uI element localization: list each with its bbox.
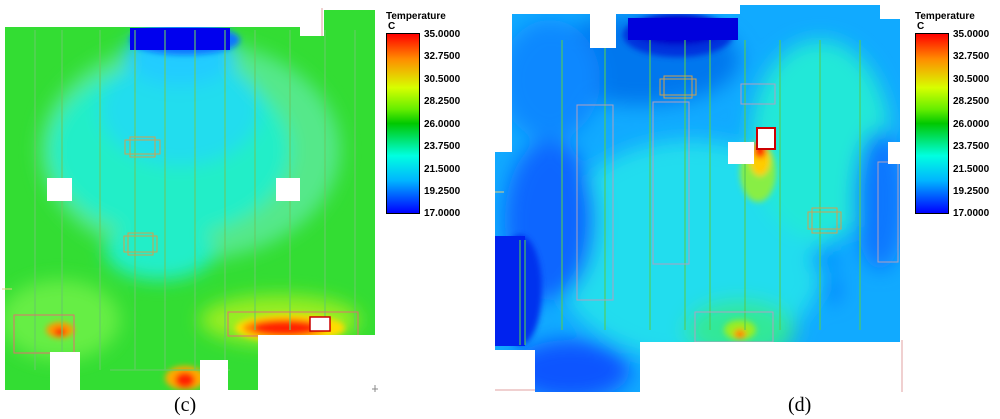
air-supply-unit-d bbox=[628, 18, 738, 40]
panel-c: Temperature C 35.0000 32.7500 30.5000 28… bbox=[0, 0, 490, 419]
floor-area-c bbox=[5, 10, 375, 390]
colorbar-c bbox=[386, 33, 420, 214]
floor-area-d bbox=[495, 5, 900, 392]
caption-c: (c) bbox=[174, 394, 197, 416]
tick-label: 28.2500 bbox=[953, 96, 990, 107]
tick-label: 30.5000 bbox=[424, 74, 461, 85]
air-supply-unit-c bbox=[130, 28, 230, 50]
tick-label: 23.7500 bbox=[424, 141, 461, 152]
tick-label: 32.7500 bbox=[424, 51, 461, 62]
tick-label: 21.5000 bbox=[424, 164, 461, 175]
temperature-contour-plot-c bbox=[2, 8, 378, 392]
legend-title-d: Temperature bbox=[915, 11, 975, 22]
tick-label: 30.5000 bbox=[953, 74, 990, 85]
tick-label: 17.0000 bbox=[424, 208, 461, 219]
tick-label: 23.7500 bbox=[953, 141, 990, 152]
tick-label: 19.2500 bbox=[424, 186, 461, 197]
legend-unit-d: C bbox=[917, 21, 925, 32]
legend-title-c: Temperature bbox=[386, 11, 446, 22]
tick-label: 17.0000 bbox=[953, 208, 990, 219]
colorbar-d bbox=[915, 33, 949, 214]
tick-label: 19.2500 bbox=[953, 186, 990, 197]
temperature-contour-plot-d bbox=[495, 5, 903, 392]
caption-d: (d) bbox=[788, 394, 812, 416]
tick-label: 26.0000 bbox=[424, 119, 461, 130]
tick-label: 35.0000 bbox=[953, 29, 990, 40]
tick-label: 21.5000 bbox=[953, 164, 990, 175]
tick-label: 28.2500 bbox=[424, 96, 461, 107]
tick-label: 35.0000 bbox=[424, 29, 461, 40]
legend-unit-c: C bbox=[388, 21, 396, 32]
tick-label: 26.0000 bbox=[953, 119, 990, 130]
tick-label: 32.7500 bbox=[953, 51, 990, 62]
panel-d: Temperature C 35.0000 32.7500 30.5000 28… bbox=[490, 0, 1000, 419]
